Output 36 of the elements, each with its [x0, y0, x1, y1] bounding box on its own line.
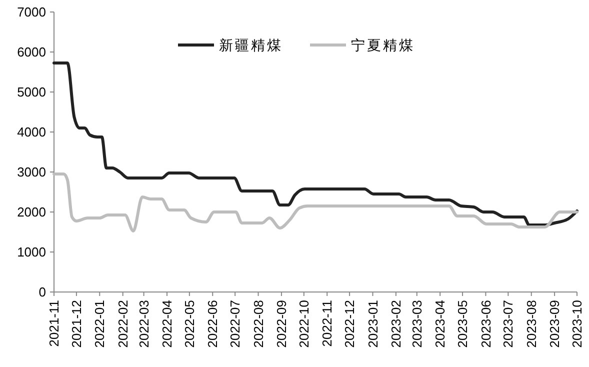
x-tick-label: 2023-01: [365, 300, 380, 348]
x-tick-label: 2022-05: [182, 300, 197, 348]
y-tick-label: 2000: [17, 204, 46, 220]
x-tick-label: 2022-03: [136, 300, 152, 348]
x-tick-label: 2023-02: [388, 300, 404, 348]
x-tick-label: 2021-11: [46, 300, 62, 347]
x-tick-label: 2023-09: [547, 300, 562, 348]
x-tick-label: 2022-07: [228, 300, 243, 348]
y-tick-label: 0: [38, 284, 46, 300]
y-tick-label: 7000: [17, 4, 46, 20]
x-tick-label: 2023-07: [500, 300, 516, 348]
x-tick-label: 2022-04: [160, 300, 175, 348]
x-tick-label: 2022-06: [205, 300, 220, 348]
legend-label: 新疆精煤: [219, 36, 283, 53]
x-tick-label: 2022-10: [296, 300, 312, 348]
x-tick-label: 2022-09: [274, 300, 290, 348]
x-tick-label: 2023-04: [432, 300, 448, 348]
x-tick-label: 2023-10: [570, 300, 585, 348]
x-tick-label: 2023-03: [409, 300, 424, 348]
x-tick-label: 2022-11: [320, 300, 335, 347]
x-tick-label: 2023-06: [478, 300, 494, 348]
x-tick-label: 2023-05: [455, 300, 470, 348]
line-series: [52, 172, 578, 232]
y-tick-label: 6000: [17, 44, 46, 60]
line-series: [52, 62, 578, 226]
x-tick-label: 2023-08: [524, 300, 539, 348]
y-tick-label: 1000: [17, 244, 46, 260]
x-tick-label: 2021-12: [68, 300, 84, 348]
y-tick-label: 5000: [17, 84, 46, 100]
legend-label: 宁夏精煤: [351, 36, 415, 53]
x-tick-label: 2022-12: [342, 300, 358, 348]
y-tick-label: 3000: [17, 164, 46, 180]
x-tick-label: 2022-01: [92, 300, 108, 348]
y-tick-label: 4000: [17, 124, 46, 140]
x-tick-label: 2022-08: [250, 300, 266, 348]
x-tick-label: 2022-02: [115, 300, 130, 348]
